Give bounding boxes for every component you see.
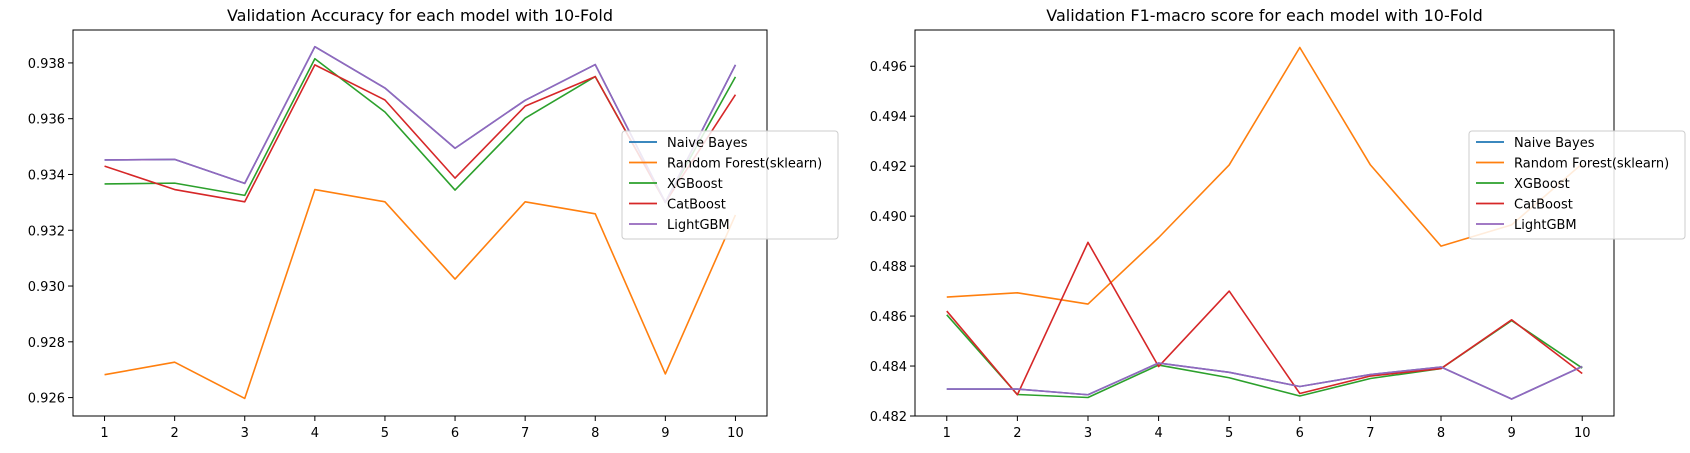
x-tick-label: 6 <box>1296 426 1304 441</box>
chart-1: Validation Accuracy for each model with … <box>28 6 839 441</box>
y-tick-label: 0.494 <box>870 110 907 125</box>
x-tick-label: 1 <box>943 426 951 441</box>
legend-label: XGBoost <box>1514 177 1570 192</box>
y-tick-label: 0.938 <box>28 57 65 72</box>
x-tick-label: 9 <box>661 426 669 441</box>
y-tick-label: 0.936 <box>28 113 65 128</box>
legend-label: Naive Bayes <box>667 136 748 151</box>
y-tick-label: 0.930 <box>28 280 65 295</box>
legend-box <box>1468 130 1686 240</box>
y-tick-label: 0.492 <box>870 160 907 175</box>
x-tick-label: 1 <box>100 426 108 441</box>
series-line-4 <box>946 241 1583 396</box>
series-line-2 <box>104 188 737 400</box>
y-tick-label: 0.490 <box>870 210 907 225</box>
y-tick-label: 0.488 <box>870 260 907 275</box>
x-tick-label: 2 <box>1013 426 1021 441</box>
x-tick-label: 4 <box>1154 426 1162 441</box>
legend-label: LightGBM <box>1514 218 1577 233</box>
y-tick-label: 0.482 <box>870 410 907 425</box>
chart-2: Validation F1-macro score for each model… <box>870 6 1686 441</box>
y-tick-label: 0.932 <box>28 224 65 239</box>
legend-label: Random Forest(sklearn) <box>1514 157 1669 172</box>
legend: Naive Bayes Random Forest(sklearn) XGBoost… <box>621 130 839 240</box>
y-tick-label: 0.926 <box>28 392 65 407</box>
y-tick-label: 0.934 <box>28 168 65 183</box>
legend-box <box>621 130 839 240</box>
x-tick-label: 7 <box>1366 426 1374 441</box>
legend-label: Random Forest(sklearn) <box>667 157 822 172</box>
x-tick-label: 10 <box>727 426 744 441</box>
x-tick-label: 3 <box>1084 426 1092 441</box>
legend-label: CatBoost <box>667 198 726 213</box>
y-tick-label: 0.484 <box>870 360 907 375</box>
x-tick-label: 8 <box>591 426 599 441</box>
y-tick-label: 0.486 <box>870 310 907 325</box>
legend-label: XGBoost <box>667 177 723 192</box>
legend: Naive Bayes Random Forest(sklearn) XGBoost… <box>1468 130 1686 240</box>
y-tick-label: 0.928 <box>28 336 65 351</box>
x-tick-label: 5 <box>1225 426 1233 441</box>
x-tick-label: 9 <box>1507 426 1515 441</box>
x-tick-label: 7 <box>521 426 529 441</box>
series-line-1 <box>946 362 1583 400</box>
legend-label: Naive Bayes <box>1514 136 1595 151</box>
x-tick-label: 3 <box>241 426 249 441</box>
x-tick-label: 2 <box>171 426 179 441</box>
legend-label: CatBoost <box>1514 198 1573 213</box>
x-tick-label: 6 <box>451 426 459 441</box>
series-line-5 <box>946 362 1583 400</box>
y-tick-label: 0.496 <box>870 60 907 75</box>
x-tick-label: 4 <box>311 426 319 441</box>
series-line-3 <box>946 314 1583 399</box>
chart-title: Validation F1-macro score for each model… <box>1046 6 1482 25</box>
x-tick-label: 10 <box>1574 426 1591 441</box>
legend-label: LightGBM <box>667 218 730 233</box>
x-tick-label: 8 <box>1437 426 1445 441</box>
chart-title: Validation Accuracy for each model with … <box>227 6 613 25</box>
x-tick-label: 5 <box>381 426 389 441</box>
